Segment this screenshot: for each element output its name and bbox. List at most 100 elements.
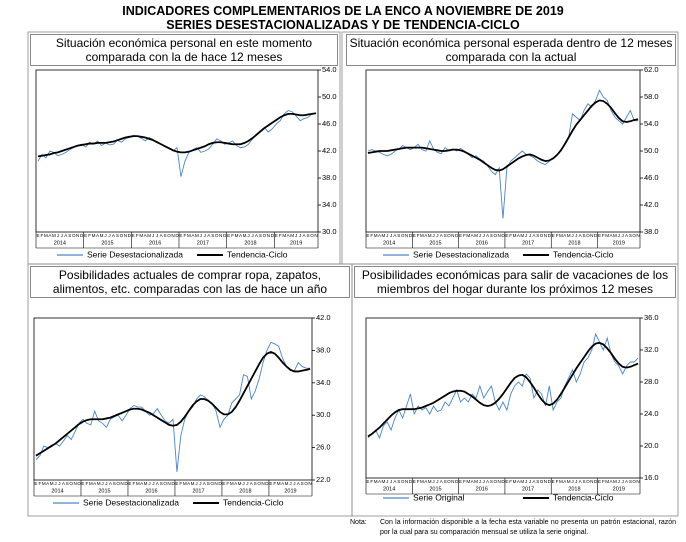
- x-tick-label: F: [279, 233, 282, 238]
- x-tick-label: A: [303, 233, 307, 238]
- x-tick-label: J: [483, 479, 485, 484]
- x-tick-label: S: [301, 481, 304, 486]
- x-tick-label: E: [132, 233, 135, 238]
- x-tick-label: N: [214, 481, 217, 486]
- x-tick-label: M: [230, 481, 234, 486]
- x-tick-label: D: [265, 481, 269, 486]
- x-tick-label: N: [636, 479, 639, 484]
- year-label: 2016: [476, 240, 488, 246]
- panel-border: [341, 31, 679, 265]
- x-tick-label: N: [497, 233, 500, 238]
- x-tick-label: O: [632, 233, 636, 238]
- note-text: Con la información disponible a la fecha…: [380, 519, 676, 536]
- year-label: 2015: [429, 240, 441, 246]
- year-label: 2019: [613, 486, 625, 492]
- x-tick-label: E: [459, 479, 462, 484]
- x-tick-label: M: [613, 233, 617, 238]
- x-tick-label: J: [148, 481, 150, 486]
- x-tick-label: A: [234, 481, 238, 486]
- x-tick-label: F: [85, 481, 88, 486]
- y-tick-label: 50.0: [644, 146, 659, 155]
- x-tick-label: J: [251, 233, 253, 238]
- x-tick-label: F: [226, 481, 229, 486]
- year-label: 2018: [244, 240, 256, 246]
- x-tick-label: D: [594, 233, 598, 238]
- x-tick-label: N: [405, 479, 408, 484]
- page-title: INDICADORES COMPLEMENTARIOS DE LA ENCO A…: [122, 4, 564, 18]
- x-tick-label: A: [48, 233, 52, 238]
- x-tick-label: A: [112, 233, 116, 238]
- x-tick-label: S: [397, 479, 400, 484]
- x-tick-label: J: [432, 233, 434, 238]
- x-tick-label: D: [501, 479, 505, 484]
- chart-title: Posibilidades actuales de comprar ropa, …: [30, 266, 350, 298]
- chart-title: Situación económica personal esperada de…: [346, 34, 676, 66]
- panel-border: [27, 31, 341, 265]
- x-tick-label: E: [179, 233, 182, 238]
- year-label: 2018: [568, 240, 580, 246]
- x-tick-label: S: [211, 233, 214, 238]
- x-tick-label: O: [632, 479, 636, 484]
- x-tick-label: J: [621, 233, 623, 238]
- x-tick-label: J: [58, 481, 60, 486]
- x-tick-label: A: [203, 481, 207, 486]
- x-tick-label: O: [163, 481, 167, 486]
- x-tick-label: S: [536, 233, 539, 238]
- y-tick-label: 58.0: [644, 92, 659, 101]
- x-tick-label: M: [520, 233, 524, 238]
- x-tick-label: M: [235, 233, 239, 238]
- x-tick-label: M: [381, 479, 385, 484]
- x-tick-label: J: [247, 233, 249, 238]
- x-tick-label: A: [378, 233, 382, 238]
- year-label: 2019: [290, 240, 302, 246]
- x-tick-label: J: [529, 233, 531, 238]
- x-tick-label: J: [575, 233, 577, 238]
- y-tick-label: 42.0: [322, 146, 337, 155]
- x-tick-label: E: [222, 481, 225, 486]
- series-line: [367, 332, 639, 440]
- x-tick-label: J: [386, 479, 388, 484]
- x-tick-label: E: [505, 479, 508, 484]
- x-tick-label: M: [195, 233, 199, 238]
- x-tick-label: N: [544, 233, 547, 238]
- x-tick-label: A: [486, 479, 490, 484]
- plot-frame: [33, 317, 313, 481]
- y-tick-label: 16.0: [644, 473, 659, 482]
- x-tick-label: M: [187, 233, 191, 238]
- series-line: [367, 89, 639, 219]
- x-tick-label: S: [444, 233, 447, 238]
- legend-label: Serie Desestacionalizada: [87, 249, 183, 259]
- x-tick-label: D: [409, 233, 413, 238]
- x-tick-label: N: [171, 233, 174, 238]
- series-line: [35, 341, 311, 472]
- legend-label: Serie Desestacionalizada: [413, 249, 509, 259]
- x-tick-label: O: [310, 233, 314, 238]
- x-tick-label: J: [204, 233, 206, 238]
- x-tick-label: A: [281, 481, 285, 486]
- y-tick-label: 30.0: [322, 227, 337, 236]
- x-tick-label: M: [183, 481, 187, 486]
- x-tick-label: M: [44, 233, 48, 238]
- x-tick-label: A: [64, 233, 68, 238]
- x-tick-label: D: [271, 233, 275, 238]
- x-tick-label: N: [590, 479, 593, 484]
- x-tick-label: J: [436, 479, 438, 484]
- x-tick-label: O: [586, 233, 590, 238]
- chart-title: Posibilidades económicas para salir de v…: [354, 266, 676, 298]
- x-tick-label: M: [285, 481, 289, 486]
- x-tick-label: D: [175, 233, 179, 238]
- panel-border: [27, 263, 353, 517]
- x-tick-label: D: [594, 479, 598, 484]
- x-tick-label: M: [605, 479, 609, 484]
- x-tick-label: O: [493, 479, 497, 484]
- x-tick-label: D: [548, 479, 552, 484]
- x-tick-label: A: [517, 233, 521, 238]
- x-tick-label: O: [447, 233, 451, 238]
- y-tick-label: 28.0: [644, 377, 659, 386]
- x-tick-label: O: [210, 481, 214, 486]
- x-tick-label: A: [532, 479, 536, 484]
- x-tick-label: M: [420, 233, 424, 238]
- x-tick-label: J: [483, 233, 485, 238]
- x-tick-label: A: [140, 481, 144, 486]
- y-tick-label: 38.0: [316, 345, 331, 354]
